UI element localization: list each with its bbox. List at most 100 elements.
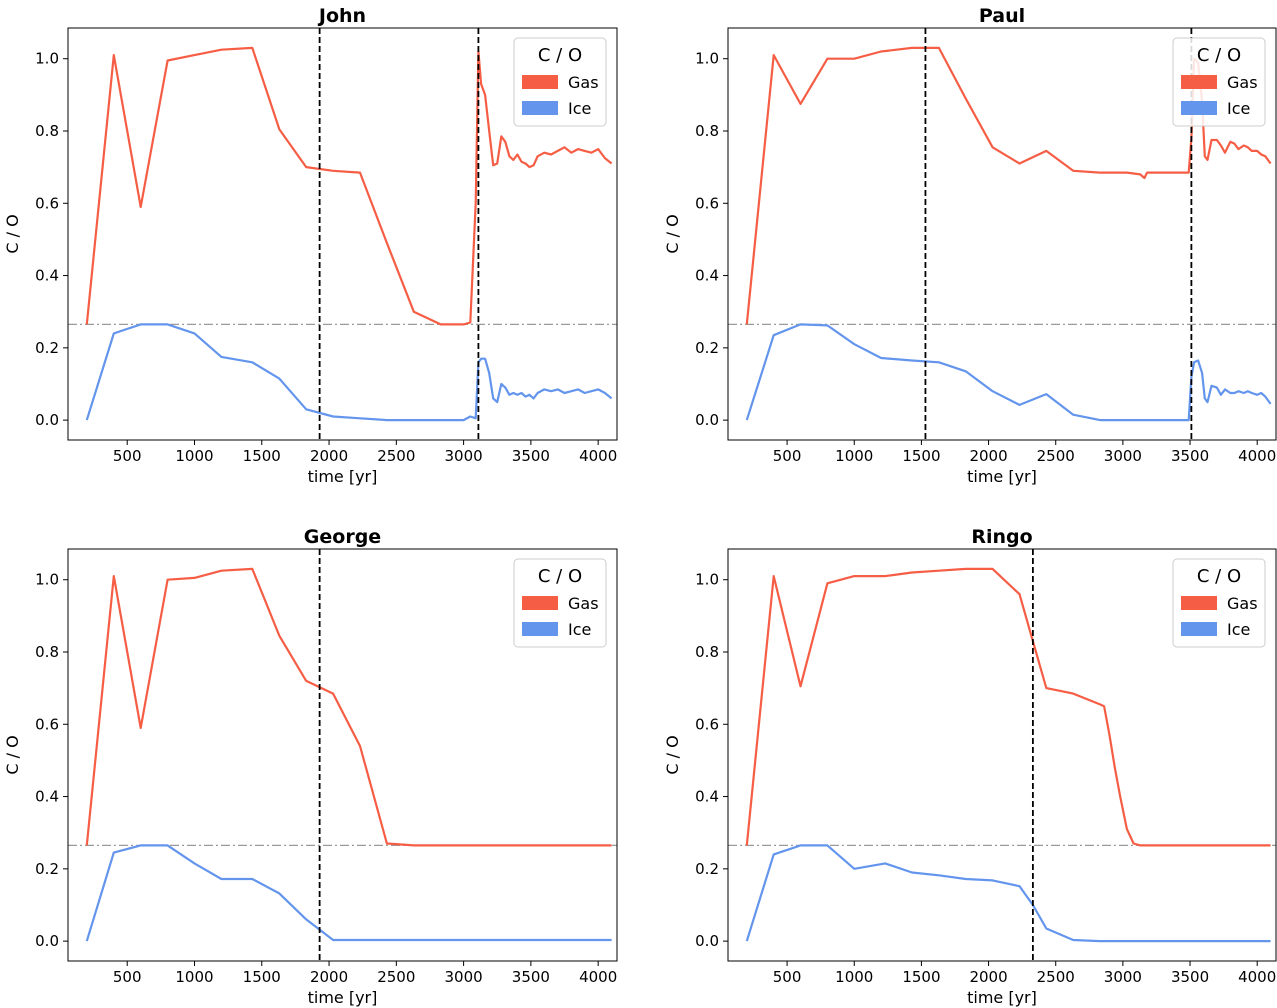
chart-panel-ringo: 500 1000 1500 2000 2500 3000 3500 4000 0.0 0.2 0.4… <box>663 526 1277 1007</box>
x-tick-label: 1500 <box>902 968 940 986</box>
y-axis-label: C / O <box>3 214 22 253</box>
y-tick-label: 0.0 <box>35 411 59 429</box>
legend-title: C / O <box>1197 45 1241 66</box>
x-tick-label: 1500 <box>902 447 940 465</box>
y-tick-label: 0.4 <box>35 267 59 285</box>
series-line-gas <box>745 46 1272 325</box>
plot-frame <box>67 27 618 441</box>
y-tick-label: 1.0 <box>695 571 719 589</box>
y-tick-label: 0.0 <box>695 411 719 429</box>
x-tick-label: 1500 <box>243 968 281 986</box>
x-tick-label: 500 <box>773 968 802 986</box>
x-axis-label: time [yr] <box>308 467 378 486</box>
x-tick-label: 2500 <box>377 968 415 986</box>
legend-label-ice: Ice <box>568 620 591 639</box>
legend-swatch-ice <box>522 101 558 115</box>
series-line-gas <box>745 567 1271 847</box>
x-tick-label: 3000 <box>445 968 483 986</box>
x-tick-label: 500 <box>113 968 142 986</box>
y-tick-label: 0.8 <box>695 122 719 140</box>
legend-label-ice: Ice <box>1227 99 1250 118</box>
x-tick-label: 1500 <box>243 447 281 465</box>
series-line-ice <box>745 844 1271 943</box>
y-axis-label: C / O <box>663 214 682 253</box>
y-tick-label: 0.4 <box>695 267 719 285</box>
x-tick-label: 3500 <box>1171 447 1209 465</box>
series-line-gas <box>85 46 613 326</box>
x-tick-label: 2000 <box>310 968 348 986</box>
y-axis-label: C / O <box>663 735 682 774</box>
x-tick-label: 3500 <box>512 447 550 465</box>
y-tick-label: 1.0 <box>695 50 719 68</box>
legend: C / O Gas Ice <box>513 37 607 127</box>
legend-swatch-ice <box>1181 101 1217 115</box>
x-tick-label: 3500 <box>1171 968 1209 986</box>
plot-frame <box>67 548 618 962</box>
y-tick-label: 0.6 <box>695 715 719 733</box>
y-tick-label: 0.0 <box>35 932 59 950</box>
chart-title: Ringo <box>971 526 1032 548</box>
x-tick-label: 4000 <box>1238 447 1276 465</box>
x-tick-label: 3500 <box>512 968 550 986</box>
x-axis-label: time [yr] <box>967 467 1037 486</box>
x-tick-label: 1000 <box>835 968 873 986</box>
plot-frame <box>727 548 1277 962</box>
chart-panel-george: 500 1000 1500 2000 2500 3000 3500 4000 0.0 0.2 0.4… <box>3 526 618 1007</box>
chart-panel-john: 500 1000 1500 2000 2500 3000 3500 4000 0.0 0.2 0.4… <box>3 5 618 486</box>
y-tick-label: 1.0 <box>35 50 59 68</box>
y-tick-label: 0.8 <box>35 122 59 140</box>
y-tick-label: 1.0 <box>35 571 59 589</box>
legend-title: C / O <box>538 566 582 587</box>
x-tick-label: 3000 <box>1104 968 1142 986</box>
chart-panel-paul: 500 1000 1500 2000 2500 3000 3500 4000 0.0 0.2 0.4… <box>663 5 1277 486</box>
y-tick-label: 0.2 <box>695 339 719 357</box>
legend-label-ice: Ice <box>568 99 591 118</box>
legend-label-gas: Gas <box>1227 73 1258 92</box>
x-tick-label: 2000 <box>310 447 348 465</box>
x-tick-label: 4000 <box>1238 968 1276 986</box>
y-tick-label: 0.2 <box>35 860 59 878</box>
legend-swatch-ice <box>522 622 558 636</box>
legend-swatch-gas <box>1181 75 1217 89</box>
chart-title: George <box>304 526 381 548</box>
y-tick-label: 0.0 <box>695 932 719 950</box>
legend-swatch-gas <box>522 596 558 610</box>
x-tick-label: 3000 <box>445 447 483 465</box>
y-tick-label: 0.2 <box>695 860 719 878</box>
x-tick-label: 500 <box>113 447 142 465</box>
x-tick-label: 3000 <box>1104 447 1142 465</box>
legend: C / O Gas Ice <box>1172 558 1266 648</box>
series-line-ice <box>85 323 613 422</box>
chart-title: John <box>317 5 366 27</box>
plot-frame <box>727 27 1277 441</box>
x-axis-label: time [yr] <box>308 988 378 1007</box>
x-tick-label: 4000 <box>579 968 617 986</box>
legend-label-gas: Gas <box>1227 594 1258 613</box>
legend-label-gas: Gas <box>568 594 599 613</box>
x-tick-label: 2000 <box>969 447 1007 465</box>
x-tick-label: 4000 <box>579 447 617 465</box>
y-tick-label: 0.6 <box>35 194 59 212</box>
legend-title: C / O <box>1197 566 1241 587</box>
x-tick-label: 1000 <box>175 447 213 465</box>
y-tick-label: 0.4 <box>35 788 59 806</box>
legend-swatch-gas <box>522 75 558 89</box>
y-tick-label: 0.4 <box>695 788 719 806</box>
series-line-gas <box>85 567 612 847</box>
x-tick-label: 500 <box>773 447 802 465</box>
chart-title: Paul <box>979 5 1025 27</box>
y-tick-label: 0.6 <box>695 194 719 212</box>
x-tick-label: 1000 <box>835 447 873 465</box>
series-line-ice <box>745 323 1272 422</box>
y-tick-label: 0.8 <box>35 643 59 661</box>
y-tick-label: 0.2 <box>35 339 59 357</box>
y-axis-label: C / O <box>3 735 22 774</box>
legend-label-ice: Ice <box>1227 620 1250 639</box>
x-axis-label: time [yr] <box>967 988 1037 1007</box>
y-tick-label: 0.6 <box>35 715 59 733</box>
x-tick-label: 2500 <box>1037 968 1075 986</box>
y-tick-label: 0.8 <box>695 643 719 661</box>
x-tick-label: 2500 <box>377 447 415 465</box>
x-tick-label: 2500 <box>1037 447 1075 465</box>
